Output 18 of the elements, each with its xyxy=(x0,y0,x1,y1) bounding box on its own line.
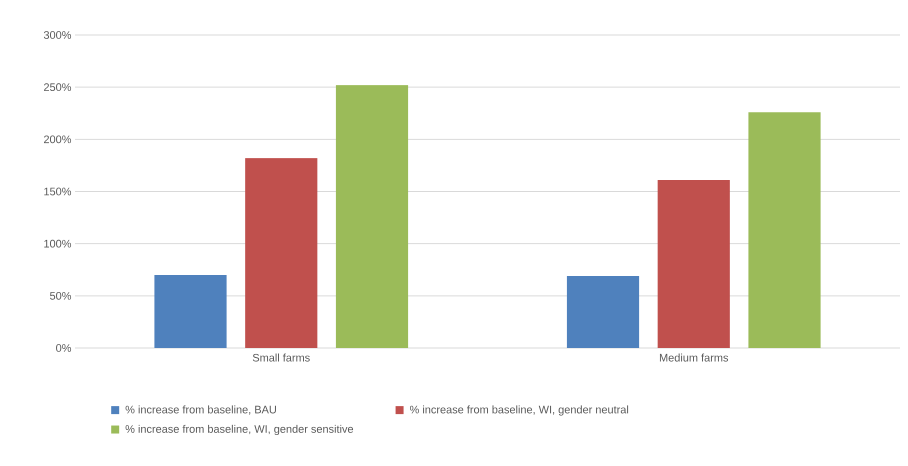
legend-label: % increase from baseline, BAU xyxy=(126,405,276,415)
bar xyxy=(748,112,821,348)
bar xyxy=(245,158,318,348)
x-tick-label: Small farms xyxy=(252,354,310,362)
legend-label: % increase from baseline, WI, gender neutral xyxy=(410,405,628,416)
bar xyxy=(154,274,227,348)
y-tick-label: 50% xyxy=(50,292,72,300)
y-tick-label: 150% xyxy=(44,188,72,196)
y-tick-label: 250% xyxy=(44,83,72,92)
y-tick-label: 200% xyxy=(44,135,72,144)
bar xyxy=(658,180,730,348)
bar xyxy=(566,276,640,348)
legend-label: % increase from baseline, WI, gender sensitive xyxy=(126,424,354,436)
x-tick-label: Medium farms xyxy=(660,354,728,362)
y-tick-label: 100% xyxy=(44,240,72,248)
y-tick-label: 300% xyxy=(44,31,72,39)
y-tick-label: 0% xyxy=(56,344,72,352)
bar xyxy=(336,85,408,348)
